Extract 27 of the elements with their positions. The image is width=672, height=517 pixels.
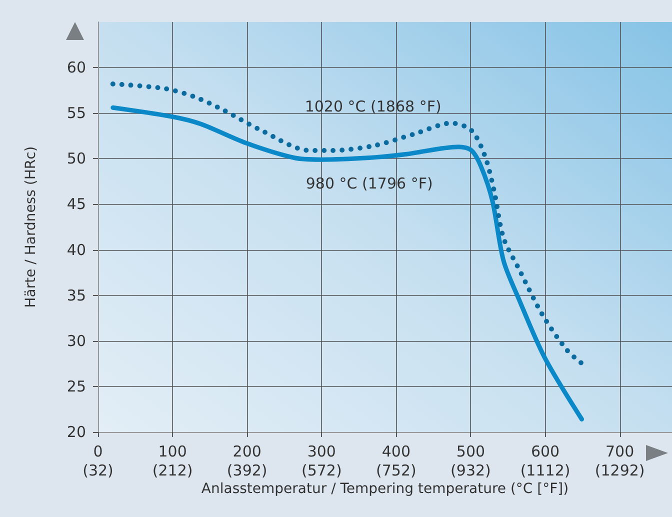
y-tick-label: 60 [66,58,86,77]
y-tick-label: 50 [66,150,86,168]
x2-tick-label: (572) [301,462,342,480]
x2-tick-label: (1292) [594,462,645,480]
x-tick-label: 500 [456,442,486,460]
x-tick-label: 200 [232,442,262,460]
y-tick-label: 35 [66,286,86,304]
y-tick-label: 20 [66,423,86,441]
x2-tick-label: (212) [152,462,193,480]
y-tick-label: 40 [66,240,86,259]
x-axis-title: Anlasstemperatur / Tempering temperature (°C [°F]) [201,481,569,497]
x-tick-label: 0 [93,442,103,460]
x-tick-label: 600 [530,442,560,460]
x2-tick-label: (932) [450,462,491,480]
x2-tick-label: (392) [226,462,268,480]
x-tick-label: 400 [382,442,410,460]
y-tick-label: 25 [66,377,86,396]
x-tick-label: 700 [606,442,634,460]
y-tick-label: 30 [66,332,86,350]
y-tick-label: 55 [66,104,86,122]
x2-tick-label: (752) [376,462,416,480]
y-tick-label: 45 [66,195,86,214]
x2-tick-label: (32) [82,462,114,480]
x2-tick-label: (1112) [520,462,570,480]
x-tick-label: 300 [307,442,336,460]
x-tick-label: 100 [158,442,187,460]
y-axis-title: Härte / Hardness (HRc) [23,146,39,308]
